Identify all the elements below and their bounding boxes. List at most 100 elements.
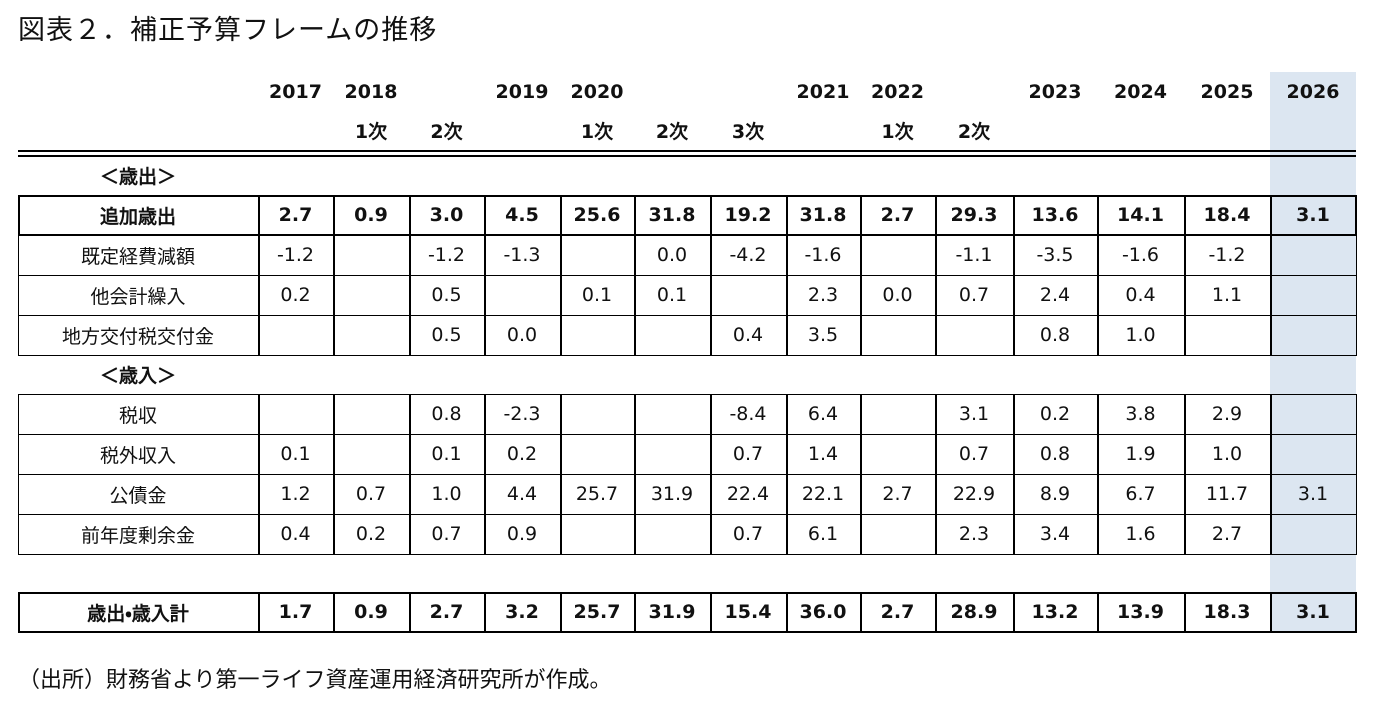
cell: 0.7 [732,523,764,545]
cell [634,394,710,434]
row-divider [786,592,788,632]
row-divider [333,275,335,315]
cell [560,394,634,434]
cell [935,315,1013,355]
cell: -1.1 [955,244,993,266]
cell: 3.0 [429,204,464,226]
cell: 0.9 [354,204,388,226]
cell: 0.8 [1039,443,1071,465]
cell: -1.2 [276,244,315,266]
cell: 22.9 [952,483,996,505]
cell: 3.1 [1296,601,1330,623]
cell: 25.7 [575,483,619,505]
row-divider [258,235,260,275]
row-divider [484,235,486,275]
row-divider [409,592,411,632]
row-divider [1013,235,1015,275]
row-divider [935,592,937,632]
row-divider [710,434,712,474]
cell: 1.9 [1125,443,1156,465]
row-divider [1013,315,1015,355]
cell: 8.9 [1039,483,1071,505]
cell: 0.7 [431,523,462,545]
cell: -1.2 [427,244,466,266]
row-divider [786,434,788,474]
row-divider [333,315,335,355]
row-divider [935,434,937,474]
section-label: ＜歳出＞ [99,166,176,188]
row-divider [710,235,712,275]
row-divider [860,315,862,355]
row-label: 追加歳出 [99,205,176,228]
row-divider [860,394,862,434]
row-divider [786,275,788,315]
row-divider [860,474,862,514]
row-divider [1013,474,1015,514]
cell [860,434,935,474]
cell: 1.0 [1125,324,1156,346]
column-header: 2024 [1114,81,1167,103]
cell: -8.4 [729,403,767,425]
cell: 0.9 [354,601,388,623]
cell: 0.8 [431,403,462,425]
column-header: 2020 [570,81,624,103]
cell [860,315,935,355]
cell: 31.8 [648,204,696,226]
cell: 3.5 [807,324,839,346]
row-divider [1270,592,1272,632]
row-divider [484,394,486,434]
row-divider [409,235,411,275]
row-divider [333,592,335,632]
row-divider [1013,195,1015,235]
row-divider [1270,195,1272,235]
row-divider [710,275,712,315]
row-divider [1097,592,1099,632]
row-label: 歳出・歳入計 [87,602,189,625]
row-divider [1184,315,1186,355]
cell: 13.6 [1031,204,1079,226]
cell: 0.5 [431,284,462,306]
column-subheader: 2次 [957,120,991,143]
row-divider [560,434,562,474]
cell: 0.7 [355,483,387,505]
cell: 31.9 [650,483,694,505]
row-divider [409,474,411,514]
row-divider [484,195,486,235]
row-divider [710,394,712,434]
row-divider [634,315,636,355]
cell: 2.4 [1039,284,1071,306]
cell: 0.5 [431,324,462,346]
row-label: 税外収入 [99,444,176,467]
column-subheader: 2次 [430,120,463,143]
cell: 0.7 [958,443,990,465]
row-divider [1184,394,1186,434]
row-divider [860,195,862,235]
row-divider [710,514,712,554]
row-divider [935,235,937,275]
row-divider [333,394,335,434]
row-divider [1013,514,1015,554]
cell: 1.4 [807,443,839,465]
row-divider [333,434,335,474]
row-divider [258,195,260,235]
row-divider [1013,592,1015,632]
cell: 2.7 [278,204,313,226]
cell: 13.9 [1117,601,1164,623]
cell: 0.7 [958,284,990,306]
cell: 4.4 [506,483,538,505]
row-divider [860,235,862,275]
row-divider [409,514,411,554]
column-subheader: 1次 [881,120,914,143]
row-label: 前年度剰余金 [80,524,195,547]
row-divider [1184,592,1186,632]
row-divider [1270,315,1272,355]
row-divider [258,434,260,474]
row-divider [710,592,712,632]
cell [860,394,935,434]
cell: 3.1 [1297,483,1329,505]
cell: 2.9 [1211,403,1243,425]
row-divider [860,434,862,474]
cell [333,235,409,275]
cell: 2.7 [1211,523,1243,545]
